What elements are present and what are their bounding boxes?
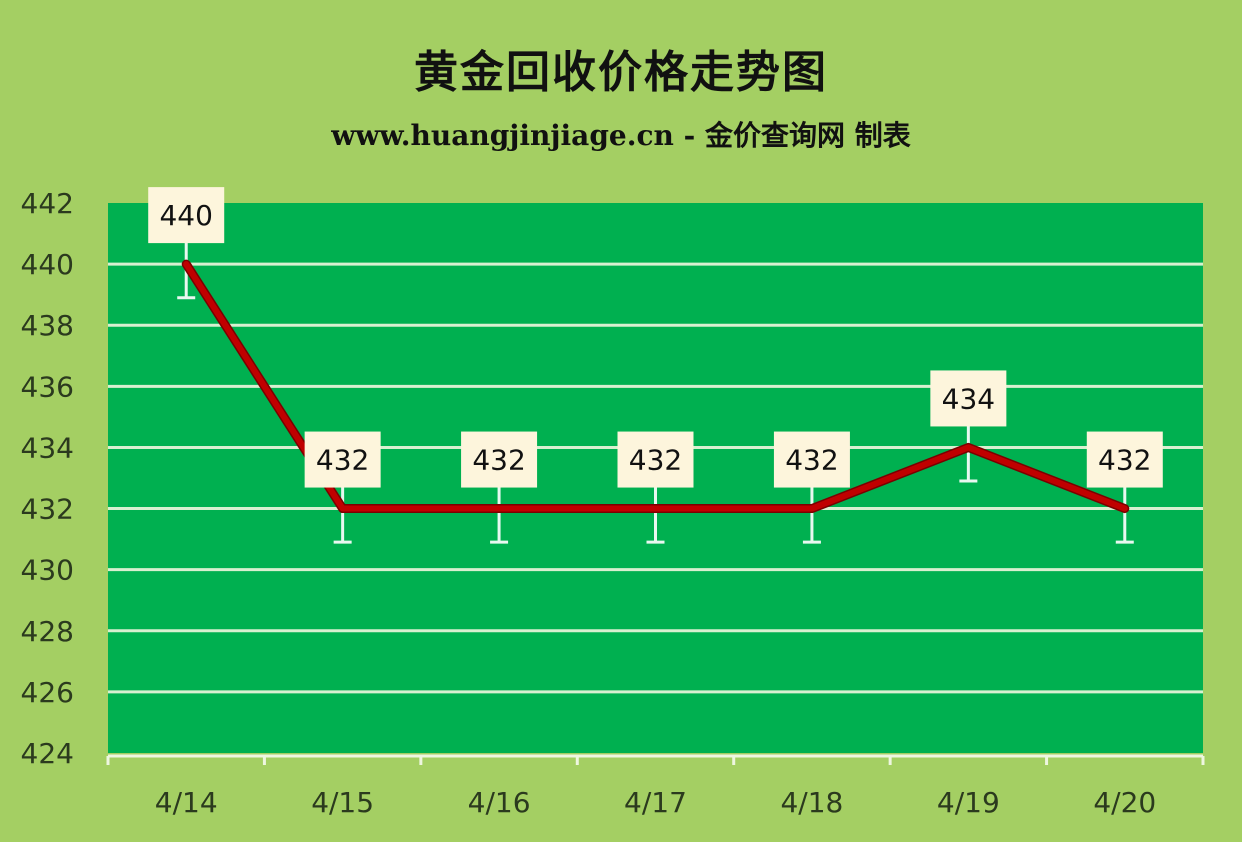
- data-label-box: [148, 187, 225, 244]
- data-label-box: [304, 431, 381, 488]
- data-label: 440: [159, 199, 212, 232]
- series-line: [183, 261, 1128, 512]
- data-label-box: [773, 431, 850, 488]
- data-label: 434: [942, 382, 995, 415]
- x-tick-label: 4/15: [311, 786, 374, 819]
- y-tick-label: 432: [21, 493, 74, 526]
- data-label: 432: [472, 444, 525, 477]
- y-tick-label: 440: [21, 248, 74, 281]
- chart-subtitle: www.huangjinjiage.cn - 金价查询网 制表: [331, 119, 911, 152]
- x-tick-label: 4/16: [468, 786, 531, 819]
- y-tick-label: 428: [21, 615, 74, 648]
- data-label-box: [1086, 431, 1163, 488]
- y-tick-label: 430: [21, 554, 74, 587]
- y-tick-label: 434: [21, 431, 74, 464]
- y-tick-label: 442: [21, 187, 74, 220]
- x-tick-label: 4/18: [780, 786, 843, 819]
- y-tick-label: 436: [21, 370, 74, 403]
- chart-title: 黄金回收价格走势图: [414, 47, 828, 98]
- y-tick-label: 426: [21, 676, 74, 709]
- data-label-box: [930, 370, 1007, 427]
- x-tick-label: 4/14: [155, 786, 218, 819]
- data-label-box: [461, 431, 538, 488]
- data-label: 432: [1098, 444, 1151, 477]
- y-tick-label: 424: [21, 737, 74, 770]
- data-label: 432: [316, 444, 369, 477]
- y-tick-label: 438: [21, 309, 74, 342]
- x-tick-label: 4/19: [937, 786, 1000, 819]
- data-label: 432: [785, 444, 838, 477]
- data-label: 432: [629, 444, 682, 477]
- data-label-box: [617, 431, 694, 488]
- x-tick-label: 4/20: [1093, 786, 1156, 819]
- x-tick-label: 4/17: [624, 786, 687, 819]
